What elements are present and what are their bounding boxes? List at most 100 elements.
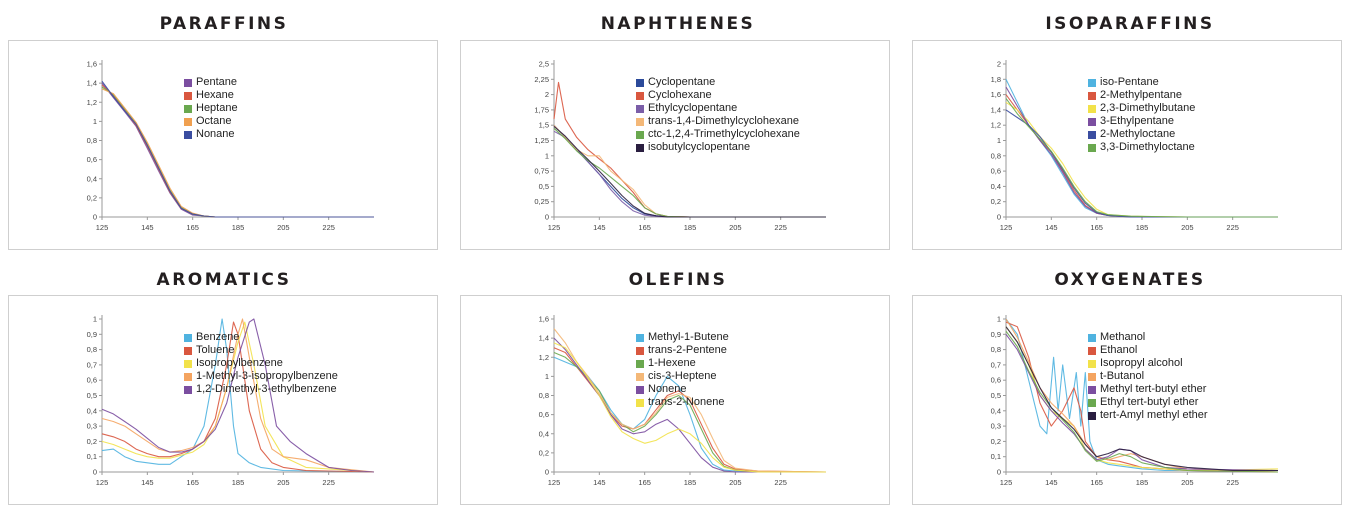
- y-tick-label: 0,8: [991, 345, 1001, 354]
- y-tick-label: 0,1: [991, 452, 1001, 461]
- y-tick-label: 1,6: [991, 90, 1001, 99]
- legend-label: Toluene: [196, 344, 235, 356]
- legend-item: 2,3-Dimethylbutane: [1088, 102, 1195, 115]
- legend-label: Methyl tert-butyl ether: [1100, 383, 1207, 395]
- legend-swatch: [636, 359, 644, 368]
- legend-swatch: [184, 104, 192, 113]
- series-line-2: [101, 321, 375, 473]
- chart-panel-aromatics: 0 0,1 0,2 0,3 0,4 0,5 0,6 0,7 0,8 0,9 1 125 145 165 18…: [8, 295, 438, 505]
- legend-swatch: [1088, 78, 1096, 87]
- x-tick-label: 225: [1226, 478, 1239, 487]
- y-tick-label: 1,2: [87, 98, 97, 107]
- series-line-1: [101, 84, 374, 218]
- x-tick-label: 145: [1045, 223, 1058, 232]
- legend-item: Toluene: [184, 344, 338, 357]
- y-tick-label: 1: [545, 151, 549, 160]
- legend-item: Cyclohexane: [636, 89, 800, 102]
- legend-item: t-Butanol: [1088, 370, 1208, 383]
- x-tick-label: 225: [774, 223, 787, 232]
- y-tick-label: 0,3: [87, 422, 97, 431]
- legend-item: Nonane: [184, 128, 238, 141]
- y-tick-label: 0,5: [539, 182, 549, 191]
- y-tick-label: 1: [93, 315, 97, 324]
- legend-swatch: [184, 372, 192, 381]
- legend-item: Octane: [184, 115, 238, 128]
- y-tick-label: 1,75: [534, 105, 549, 114]
- legend-label: trans-2-Pentene: [648, 344, 727, 356]
- y-tick-label: 0,8: [539, 391, 549, 400]
- legend-item: 2-Methyloctane: [1088, 128, 1195, 141]
- x-tick-label: 125: [1000, 478, 1013, 487]
- legend-swatch: [184, 359, 192, 368]
- series-line-5: [553, 342, 826, 473]
- legend-item: iso-Pentane: [1088, 76, 1195, 89]
- x-tick-label: 185: [1136, 478, 1149, 487]
- legend-item: trans-1,4-Dimethylcyclohexane: [636, 115, 800, 128]
- series-line-2: [101, 86, 374, 218]
- legend-label: Ethyl tert-butyl ether: [1100, 396, 1199, 408]
- legend-label: trans-2-Nonene: [648, 396, 725, 408]
- y-tick-label: 0,4: [87, 174, 97, 183]
- series-line-3: [553, 328, 827, 473]
- y-tick-label: 0,4: [991, 406, 1001, 415]
- x-tick-label: 125: [96, 478, 109, 487]
- legend-label: Ethanol: [1100, 344, 1138, 356]
- legend-label: tert-Amyl methyl ether: [1100, 409, 1208, 421]
- legend-label: isobutylcyclopentane: [648, 141, 751, 153]
- y-tick-label: 0,8: [87, 345, 97, 354]
- legend-label: Nonane: [196, 128, 235, 140]
- x-tick-label: 125: [96, 223, 109, 232]
- legend-item: tert-Amyl methyl ether: [1088, 409, 1208, 422]
- y-tick-label: 0,7: [991, 360, 1001, 369]
- legend-label: Nonene: [648, 383, 687, 395]
- legend-item: 3-Ethylpentane: [1088, 115, 1195, 128]
- legend-swatch: [1088, 385, 1096, 394]
- y-tick-label: 0: [545, 213, 549, 222]
- y-tick-label: 0,5: [991, 391, 1001, 400]
- series-line-4: [1005, 333, 1279, 472]
- legend-label: trans-1,4-Dimethylcyclohexane: [648, 115, 800, 127]
- legend-item: 1-Methyl-3-isopropylbenzene: [184, 370, 338, 383]
- legend-item: Methyl tert-butyl ether: [1088, 383, 1208, 396]
- legend-label: 1-Methyl-3-isopropylbenzene: [196, 370, 338, 382]
- y-tick-label: 0,8: [991, 151, 1001, 160]
- chart-svg-naphthenes: 0 0,25 0,5 0,75 1 1,25 1,5 1,75 2 2,25 2,5 125 145 16…: [534, 60, 826, 232]
- y-tick-label: 1,2: [539, 353, 549, 362]
- legend-item: Isopropyl alcohol: [1088, 357, 1208, 370]
- legend-swatch: [1088, 411, 1096, 420]
- y-tick-label: 0: [997, 468, 1001, 477]
- series-line-1: [101, 321, 375, 473]
- legend-swatch: [1088, 130, 1096, 139]
- legend-item: cis-3-Heptene: [636, 370, 729, 383]
- chart-title-oxygenates: OXYGENATES: [1054, 270, 1206, 290]
- series-line-3: [101, 318, 375, 473]
- y-tick-label: 0: [545, 468, 549, 477]
- x-tick-label: 185: [232, 223, 245, 232]
- legend-item: Ethylcyclopentane: [636, 102, 800, 115]
- legend-swatch: [636, 117, 644, 126]
- x-tick-label: 145: [593, 223, 606, 232]
- y-tick-label: 2: [997, 60, 1001, 69]
- x-tick-label: 225: [322, 478, 335, 487]
- legend-item: 1,2-Dimethyl-3-ethylbenzene: [184, 383, 338, 396]
- legend-swatch: [1088, 333, 1096, 342]
- legend-label: Pentane: [196, 76, 237, 88]
- y-tick-label: 0: [93, 213, 97, 222]
- x-tick-label: 205: [277, 478, 290, 487]
- series-line-0: [1005, 318, 1279, 473]
- legend-label: t-Butanol: [1100, 370, 1145, 382]
- y-tick-label: 0: [997, 213, 1001, 222]
- legend-item: Heptane: [184, 102, 238, 115]
- y-tick-label: 1,4: [991, 105, 1001, 114]
- legend-item: Methyl-1-Butene: [636, 331, 729, 344]
- chart-title-aromatics: AROMATICS: [156, 270, 292, 290]
- y-tick-label: 1,8: [991, 75, 1001, 84]
- legend-swatch: [184, 385, 192, 394]
- legend-item: 3,3-Dimethyloctane: [1088, 141, 1195, 154]
- legend-swatch: [1088, 91, 1096, 100]
- legend-label: 1-Hexene: [648, 357, 696, 369]
- legend-swatch: [1088, 398, 1096, 407]
- legend-item: 1-Hexene: [636, 357, 729, 370]
- x-tick-label: 165: [1090, 223, 1103, 232]
- chart-panel-naphthenes: 0 0,25 0,5 0,75 1 1,25 1,5 1,75 2 2,25 2,5 125 145 16…: [460, 40, 890, 250]
